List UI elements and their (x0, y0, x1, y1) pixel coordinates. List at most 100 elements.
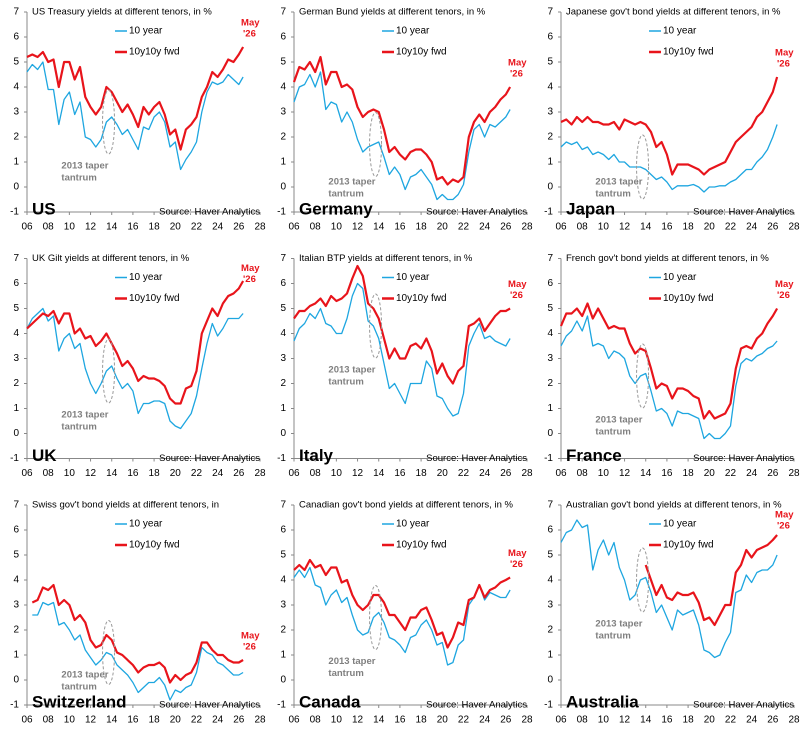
y-tick-label: 5 (547, 303, 553, 314)
source-note: Source: Haver Analytics (159, 207, 260, 218)
annotation: tantrum (328, 668, 363, 679)
y-tick-label: 0 (280, 182, 286, 193)
x-tick-label: 26 (500, 468, 512, 479)
x-tick-label: 08 (43, 715, 55, 726)
annotation: tantrum (328, 377, 363, 388)
x-tick-label: 18 (149, 222, 161, 233)
y-tick-label: 0 (13, 182, 19, 193)
x-tick-label: 16 (394, 222, 406, 233)
x-tick-label: 28 (788, 468, 800, 479)
y-tick-label: -1 (10, 207, 19, 218)
y-tick-label: 2 (13, 378, 19, 389)
y-tick-label: 1 (280, 157, 286, 168)
y-tick-label: 4 (547, 82, 553, 93)
x-tick-label: 28 (254, 222, 266, 233)
x-tick-label: 20 (170, 222, 182, 233)
y-tick-label: -1 (10, 700, 19, 711)
annotation: tantrum (595, 427, 630, 438)
source-note: Source: Haver Analytics (693, 453, 794, 464)
x-tick-label: 26 (500, 715, 512, 726)
chart-title: Japanese gov't bond yields at different … (566, 7, 781, 18)
x-tick-label: 12 (85, 715, 97, 726)
y-tick-label: 4 (13, 328, 19, 339)
source-note: Source: Haver Analytics (426, 700, 527, 711)
y-tick-label: 7 (547, 7, 553, 18)
legend-label: 10y10y fwd (129, 47, 180, 58)
x-tick-label: 26 (767, 222, 779, 233)
x-tick-label: 10 (64, 468, 76, 479)
x-tick-label: 10 (598, 222, 610, 233)
annotation: 2013 taper (328, 365, 375, 376)
x-tick-label: 12 (619, 468, 631, 479)
y-tick-label: 3 (280, 353, 286, 364)
y-tick-label: -1 (544, 207, 553, 218)
country-label: Italy (299, 446, 334, 465)
taper-ellipse (636, 134, 650, 200)
legend-label: 10y10y fwd (396, 293, 447, 304)
legend-label: 10 year (396, 26, 430, 37)
end-label: '26 (243, 274, 256, 285)
annotation: 2013 taper (61, 161, 108, 172)
x-tick-label: 14 (106, 222, 118, 233)
x-tick-label: 20 (437, 222, 449, 233)
x-tick-label: 16 (394, 715, 406, 726)
series-line (559, 302, 779, 420)
source-note: Source: Haver Analytics (693, 207, 794, 218)
annotation: 2013 taper (328, 177, 375, 188)
x-tick-label: 08 (577, 715, 589, 726)
end-label: May (241, 263, 260, 274)
country-label: UK (32, 446, 57, 465)
legend-label: 10 year (129, 272, 163, 283)
source-note: Source: Haver Analytics (693, 700, 794, 711)
x-tick-label: 20 (704, 222, 716, 233)
legend-label: 10 year (663, 26, 697, 37)
x-tick-label: 22 (191, 222, 203, 233)
y-tick-label: 3 (13, 600, 19, 611)
x-tick-label: 18 (149, 715, 161, 726)
x-tick-label: 16 (394, 468, 406, 479)
x-tick-label: 12 (619, 715, 631, 726)
x-tick-label: 06 (555, 468, 567, 479)
end-label: May (241, 18, 260, 29)
taper-ellipse (102, 620, 116, 685)
x-tick-label: 20 (437, 715, 449, 726)
legend-label: 10 year (663, 519, 697, 530)
x-tick-label: 18 (683, 715, 695, 726)
y-tick-label: -1 (277, 207, 286, 218)
source-note: Source: Haver Analytics (159, 700, 260, 711)
series-line (26, 307, 244, 430)
end-label: '26 (777, 521, 790, 532)
panel: Italian BTP yields at different tenors, … (277, 253, 533, 479)
y-tick-label: 6 (280, 278, 286, 289)
panel: Australian gov't bond yields at differen… (544, 500, 800, 726)
x-tick-label: 06 (21, 222, 33, 233)
y-tick-label: 4 (547, 328, 553, 339)
annotation: tantrum (328, 189, 363, 200)
x-tick-label: 14 (373, 468, 385, 479)
annotation: 2013 taper (61, 410, 108, 421)
x-tick-label: 24 (746, 222, 758, 233)
x-tick-label: 06 (555, 715, 567, 726)
y-tick-label: 4 (547, 575, 553, 586)
y-tick-label: 3 (547, 353, 553, 364)
y-tick-label: 7 (13, 253, 19, 264)
x-tick-label: 14 (373, 222, 385, 233)
x-tick-label: 16 (661, 715, 673, 726)
y-tick-label: 1 (280, 650, 286, 661)
x-tick-label: 16 (661, 222, 673, 233)
x-tick-label: 06 (288, 468, 300, 479)
y-tick-label: 3 (547, 600, 553, 611)
y-tick-label: 6 (280, 32, 286, 43)
series-line (560, 519, 778, 659)
end-label: May (508, 548, 527, 559)
series-line (26, 46, 245, 151)
legend-label: 10 year (396, 519, 430, 530)
country-label: Australia (566, 692, 639, 711)
end-label: May (241, 631, 260, 642)
x-tick-label: 10 (331, 715, 343, 726)
x-tick-label: 22 (725, 222, 737, 233)
y-tick-label: 2 (280, 378, 286, 389)
x-tick-label: 22 (191, 715, 203, 726)
x-tick-label: 28 (521, 468, 533, 479)
chart-title: Swiss gov't bond yields at different ten… (32, 500, 219, 511)
